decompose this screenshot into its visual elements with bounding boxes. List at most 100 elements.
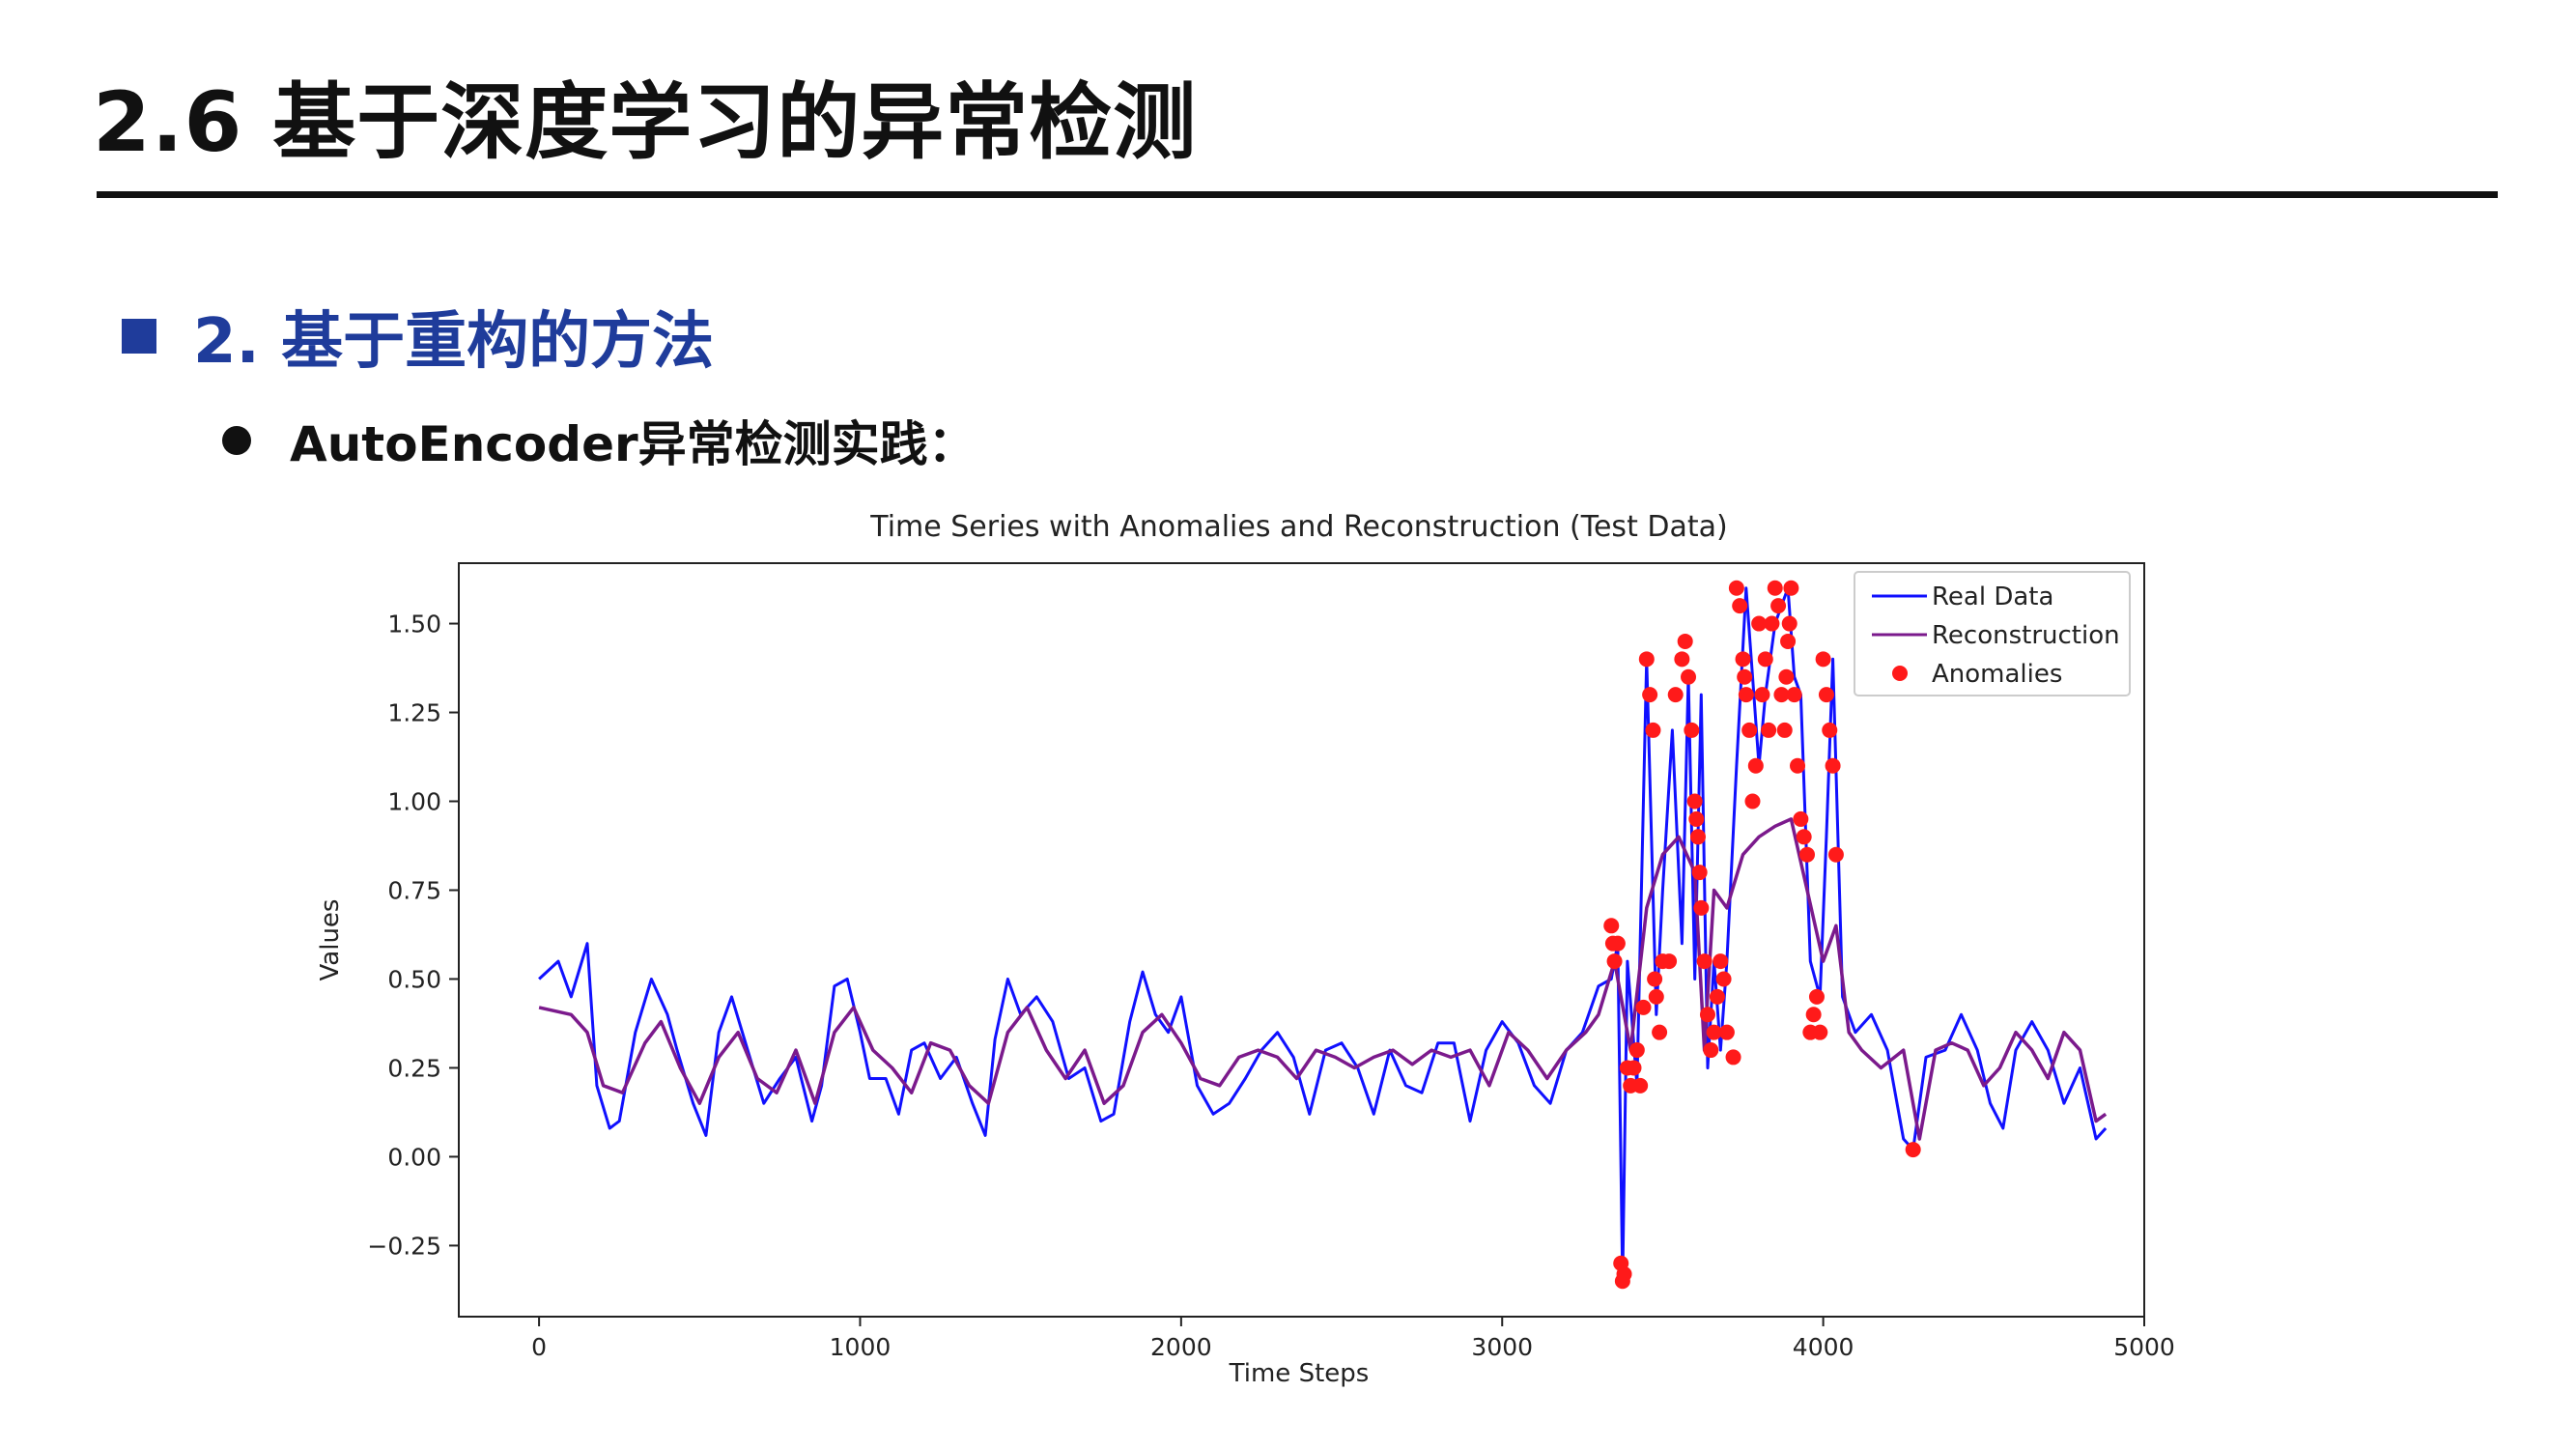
bullet-text: AutoEncoder异常检测实践： [290,416,977,472]
slide-title: 2.6 基于深度学习的异常检测 [93,74,1198,171]
square-bullet-icon [122,319,156,354]
anomaly-point [1706,1024,1722,1040]
anomaly-point [1799,846,1815,863]
anomaly-point [1751,615,1768,632]
anomaly-point [1825,757,1841,774]
anomaly-point [1652,1024,1668,1040]
anomaly-point [1628,1042,1645,1059]
anomaly-point [1735,651,1751,668]
anomaly-point [1718,1024,1735,1040]
anomaly-point [1767,580,1783,596]
x-tick-label: 4000 [1793,1333,1854,1361]
anomaly-point [1645,722,1661,738]
y-tick-label: 0.25 [387,1054,441,1082]
anomaly-point [1754,687,1770,703]
dot-bullet-icon [222,426,251,455]
anomaly-point [1648,988,1664,1005]
anomaly-point [1677,633,1693,649]
real-data-line [538,586,2108,1283]
section-heading: 2. 基于重构的方法 [122,292,714,381]
anomaly-point [1737,668,1753,685]
anomaly-point [1776,722,1793,738]
anomaly-point [1603,918,1620,934]
legend-box [1854,571,2131,696]
anomaly-point [1638,651,1655,668]
anomaly-point [1741,722,1758,738]
anomaly-point [1606,953,1623,970]
line-chart: Time Series with Anomalies and Reconstru… [316,510,2175,1388]
anomaly-point [1642,687,1658,703]
anomaly-point [1728,580,1744,596]
y-axis-label: Values [316,899,345,981]
anomaly-point [1686,793,1703,810]
anomaly-point [1713,953,1729,970]
chart-title: Time Series with Anomalies and Reconstru… [869,510,1727,544]
anomaly-point [1822,722,1838,738]
anomaly-point [1757,651,1773,668]
x-tick-label: 1000 [830,1333,892,1361]
x-tick-label: 0 [531,1333,547,1361]
anomaly-point [1747,757,1764,774]
anomaly-point [1805,1007,1822,1023]
anomaly-point [1667,687,1684,703]
title-divider [97,191,2498,198]
anomaly-point [1818,687,1834,703]
anomaly-point [1778,668,1795,685]
anomaly-point [1684,722,1700,738]
anomaly-point [1738,687,1754,703]
anomaly-point [1796,829,1812,845]
anomaly-point [1674,651,1690,668]
anomaly-point [1696,953,1713,970]
y-tick-label: 1.50 [387,611,441,639]
anomaly-point [1616,1265,1632,1282]
anomaly-point [1812,1024,1828,1040]
series-layer [538,580,2108,1290]
anomaly-point [1773,687,1790,703]
anomaly-point [1744,793,1761,810]
anomaly-point [1732,598,1748,614]
anomaly-point [1688,810,1705,827]
anomaly-point [1781,615,1798,632]
anomaly-point [1681,668,1697,685]
anomaly-point [1786,687,1802,703]
anomaly-point [1635,999,1652,1015]
anomaly-point [1693,899,1710,916]
y-tick-label: 1.25 [387,699,441,727]
anomaly-point [1691,865,1708,881]
chart-container: Time Series with Anomalies and Reconstru… [309,507,2193,1425]
y-tick-label: 1.00 [387,788,441,816]
anomaly-point [1661,953,1678,970]
legend-reconstruction-label: Reconstruction [1932,621,2120,650]
anomaly-point [1808,988,1825,1005]
anomaly-point [1632,1077,1649,1094]
bullet-item: AutoEncoder异常检测实践： [222,406,977,475]
y-tick-label: 0.00 [387,1143,441,1171]
anomaly-point [1770,598,1787,614]
anomaly-point [1699,1007,1715,1023]
anomaly-point [1709,988,1725,1005]
y-tick-label: −0.25 [367,1232,441,1260]
legend: Real Data Reconstruction Anomalies [1854,571,2131,696]
legend-anomalies-swatch [1892,666,1908,681]
anomaly-point [1780,633,1797,649]
anomaly-point [1793,810,1809,827]
anomaly-point [1703,1042,1719,1059]
x-tick-label: 2000 [1150,1333,1212,1361]
anomaly-point [1905,1142,1921,1158]
anomaly-point [1761,722,1777,738]
anomaly-point [1626,1060,1642,1076]
legend-real-data-label: Real Data [1932,582,2053,611]
x-tick-label: 5000 [2113,1333,2175,1361]
reconstruction-line [538,817,2108,1141]
anomaly-point [1815,651,1831,668]
anomaly-point [1647,971,1663,987]
anomaly-point [1783,580,1799,596]
x-axis-label: Time Steps [1229,1359,1370,1388]
x-tick-label: 3000 [1471,1333,1533,1361]
y-tick-label: 0.75 [387,876,441,904]
anomaly-point [1827,846,1844,863]
legend-anomalies-label: Anomalies [1932,660,2062,689]
anomaly-point [1764,615,1780,632]
section-heading-text: 2. 基于重构的方法 [193,306,715,378]
anomaly-point [1790,757,1806,774]
